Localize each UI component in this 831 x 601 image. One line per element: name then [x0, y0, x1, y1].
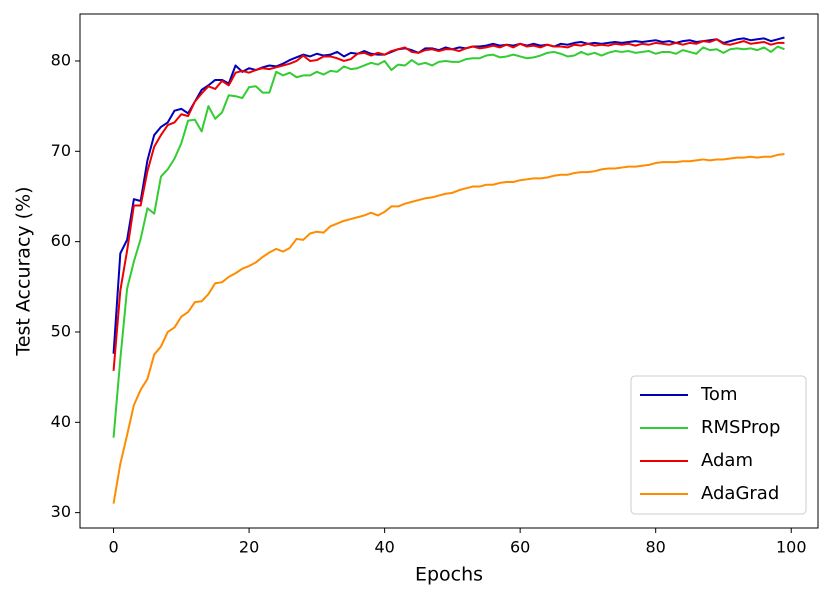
y-axis-label: Test Accuracy (%) — [13, 186, 35, 356]
y-tick-label: 40 — [51, 412, 71, 431]
y-tick-label: 60 — [51, 231, 71, 250]
x-tick-label: 100 — [776, 538, 807, 557]
plot-frame — [79, 13, 819, 529]
y-tick-label: 30 — [51, 502, 71, 521]
series-line — [112, 36, 785, 354]
series-line — [112, 38, 785, 371]
x-tick-label: 40 — [374, 538, 394, 557]
x-tick-label: 80 — [646, 538, 666, 557]
y-tick-label: 80 — [51, 50, 71, 69]
x-tick-label: 0 — [108, 538, 118, 557]
legend-box — [630, 375, 807, 515]
x-tick-label: 20 — [239, 538, 259, 557]
y-tick-label: 50 — [51, 321, 71, 340]
x-axis-label: Epochs — [415, 564, 483, 586]
legend-label: AdaGrad — [701, 483, 779, 504]
legend-label: Adam — [701, 450, 753, 471]
legend-label: Tom — [700, 384, 737, 405]
y-tick-label: 70 — [51, 141, 71, 160]
series-line — [112, 45, 785, 438]
legend-label: RMSProp — [701, 417, 780, 438]
x-tick-label: 60 — [510, 538, 530, 557]
series-line — [112, 153, 785, 504]
